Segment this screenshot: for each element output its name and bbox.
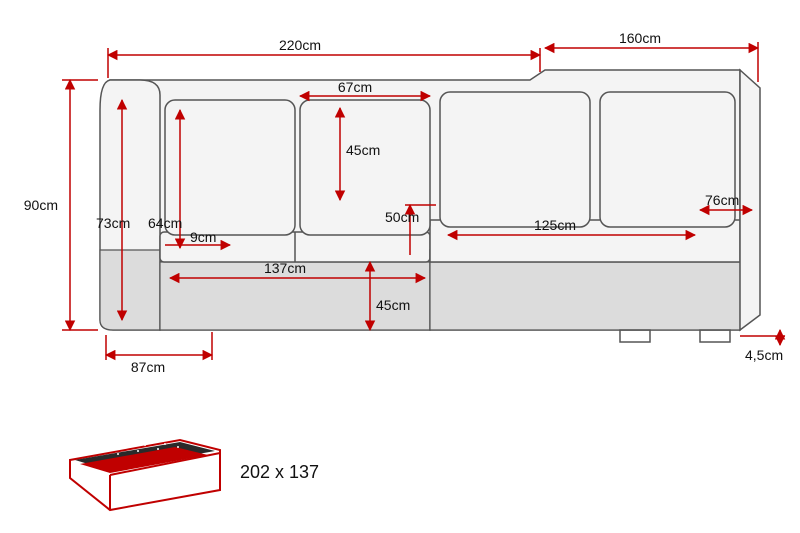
- dim-chaise-inner: 125cm: [534, 217, 576, 233]
- dim-seat-width: 137cm: [264, 260, 306, 276]
- dim-width-chaise-top: 160cm: [619, 30, 661, 46]
- sofa-drawing: [100, 70, 760, 342]
- dim-inner-height: 73cm: [96, 215, 130, 231]
- diagram-svg: 220cm 160cm 67cm 45cm 50cm 125cm 76cm 90…: [0, 0, 800, 533]
- dim-leg-height: 4,5cm: [745, 347, 783, 363]
- dim-back-cushion-w: 67cm: [338, 79, 372, 95]
- dim-back-cushion-h: 45cm: [346, 142, 380, 158]
- dim-arm-to-seat: 64cm: [148, 215, 182, 231]
- dim-arm-depth: 87cm: [131, 359, 165, 375]
- bed-dimensions: 202 x 137: [240, 462, 319, 482]
- dim-chaise-width: 76cm: [705, 192, 739, 208]
- dim-width-main: 220cm: [279, 37, 321, 53]
- dim-seat-height: 45cm: [376, 297, 410, 313]
- dim-total-height: 90cm: [24, 197, 58, 213]
- dim-arm-width: 9cm: [190, 229, 216, 245]
- bed-icon: [70, 440, 220, 510]
- dim-seat-to-back: 50cm: [385, 209, 419, 225]
